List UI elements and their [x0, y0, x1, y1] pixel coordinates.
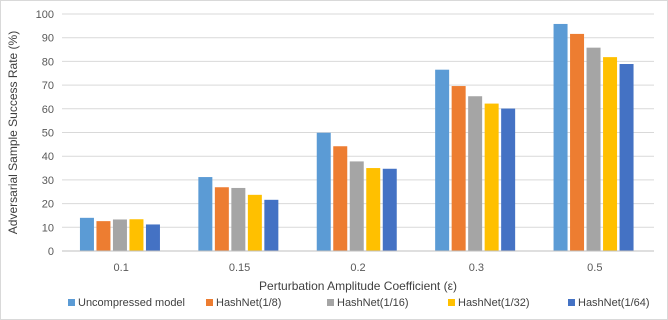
bars: [79, 23, 634, 252]
bar: [129, 219, 144, 251]
x-tick-label: 0.3: [469, 262, 484, 274]
bar: [586, 47, 601, 252]
bar: [553, 23, 568, 252]
y-tick-label: 50: [42, 128, 54, 140]
y-axis-title: Adversarial Sample Success Rate (%): [6, 31, 20, 234]
x-tick-label: 0.1: [114, 262, 129, 274]
bar: [112, 219, 127, 251]
legend-swatch: [206, 299, 213, 306]
y-axis-ticks: 0 10 20 30 40 50 60 70 80 90 100: [36, 9, 54, 258]
bar: [264, 199, 279, 251]
y-tick-label: 90: [42, 33, 54, 45]
legend-label: HashNet(1/32): [458, 297, 530, 309]
bar: [96, 221, 111, 251]
legend-swatch: [448, 299, 455, 306]
bar: [382, 168, 397, 251]
y-tick-label: 20: [42, 199, 54, 211]
y-tick-label: 10: [42, 222, 54, 234]
legend-swatch: [327, 299, 334, 306]
y-tick-label: 100: [36, 9, 54, 21]
legend-swatch: [68, 299, 75, 306]
bar: [247, 194, 262, 251]
bar: [468, 96, 483, 251]
bar: [333, 146, 348, 251]
x-tick-label: 0.2: [350, 262, 365, 274]
bar: [603, 57, 618, 251]
bar: [316, 132, 331, 251]
y-tick-label: 0: [48, 246, 54, 258]
y-tick-label: 60: [42, 104, 54, 116]
x-tick-label: 0.15: [229, 262, 250, 274]
bar: [451, 86, 466, 251]
y-tick-label: 30: [42, 175, 54, 187]
legend-label: Uncompressed model: [78, 297, 185, 309]
x-tick-label: 0.5: [587, 262, 602, 274]
x-axis-ticks: 0.1 0.15 0.2 0.3 0.5: [114, 262, 603, 274]
x-axis-title: Perturbation Amplitude Coefficient (ε): [259, 279, 457, 293]
bar: [79, 217, 94, 251]
bar: [366, 168, 381, 251]
bar: [435, 69, 450, 251]
legend-label: HashNet(1/64): [578, 297, 650, 309]
legend: Uncompressed model HashNet(1/8) HashNet(1/…: [68, 297, 650, 309]
y-tick-label: 40: [42, 151, 54, 163]
bar: [484, 103, 499, 251]
bar: [501, 108, 516, 251]
bar: [214, 187, 229, 251]
bar: [231, 187, 246, 251]
bar: [349, 161, 364, 251]
bar: [145, 224, 160, 251]
y-tick-label: 80: [42, 56, 54, 68]
bar: [570, 33, 585, 251]
bar: [619, 64, 634, 251]
bar: [198, 177, 213, 251]
legend-label: HashNet(1/8): [216, 297, 281, 309]
y-tick-label: 70: [42, 80, 54, 92]
legend-swatch: [568, 299, 575, 306]
legend-label: HashNet(1/16): [337, 297, 409, 309]
